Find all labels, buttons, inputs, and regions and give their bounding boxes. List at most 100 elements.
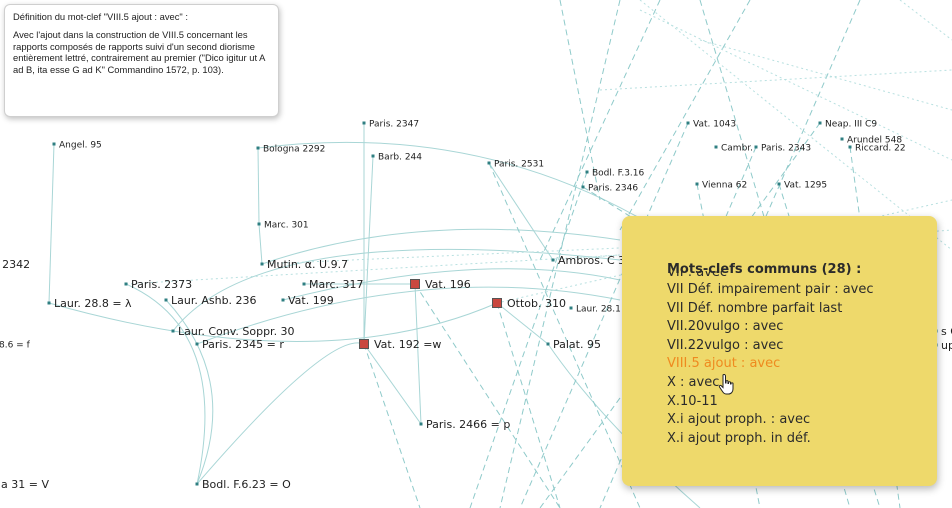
node-marker[interactable] (359, 339, 369, 349)
node-marker[interactable] (195, 342, 199, 346)
node-marker[interactable] (47, 301, 51, 305)
keyword-item[interactable]: VII.22vulgo : avec (667, 337, 784, 353)
graph-node[interactable]: Bodl. F.3.16 (585, 168, 645, 178)
keyword-item[interactable]: VII Déf. nombre parfait last (667, 300, 843, 316)
node-marker[interactable] (164, 298, 168, 302)
graph-node[interactable]: Ambros. C 3 (551, 254, 626, 267)
node-marker[interactable] (569, 306, 573, 310)
graph-node[interactable]: Angel. 95 (52, 140, 102, 150)
node-marker[interactable] (257, 222, 261, 226)
keyword-item[interactable]: VII.20vulgo : avec (667, 319, 784, 335)
keyword-item[interactable]: X : avec (667, 374, 720, 390)
graph-node[interactable]: Vat. 199 (281, 294, 334, 307)
graph-node[interactable]: Paris. 2466 = p (419, 418, 511, 431)
node-marker[interactable] (818, 121, 822, 125)
graph-edge (414, 283, 561, 508)
node-marker[interactable] (52, 142, 56, 146)
node-label: Vat. 192 =w (374, 338, 441, 351)
graph-node[interactable]: Bologna 2292 (256, 144, 326, 154)
graph-edge (899, 0, 952, 41)
graph-edge (699, 39, 952, 111)
graph-node[interactable]: Laur. 28.1 (569, 304, 621, 314)
graph-node[interactable]: s G (934, 325, 952, 338)
graph-node[interactable]: Mutin. α. U.9.7 (260, 258, 349, 271)
node-marker[interactable] (260, 262, 264, 266)
graph-node[interactable]: Neap. III C9 (818, 119, 878, 129)
graph-node[interactable]: Cambr. (714, 143, 754, 153)
node-marker[interactable] (256, 146, 260, 150)
keyword-item[interactable]: X.i ajout proph. in déf. (667, 430, 811, 446)
graph-edge (258, 223, 263, 265)
node-marker[interactable] (695, 182, 699, 186)
graph-node[interactable]: Vat. 192 =w (359, 338, 442, 351)
keyword-item[interactable]: VII Déf. impairement pair : avec (667, 282, 874, 297)
node-marker[interactable] (686, 121, 690, 125)
graph-node[interactable]: Paris. 2342 (0, 258, 30, 271)
graph-node[interactable]: Paris. 2345 = r (195, 338, 285, 351)
node-label: Arundel 548 (847, 135, 902, 145)
graph-edge (172, 248, 621, 332)
graph-node[interactable]: up (934, 339, 952, 352)
node-marker[interactable] (302, 282, 306, 286)
graph-edge (196, 286, 621, 345)
graph-node[interactable]: Barb. 244 (371, 152, 423, 162)
node-marker[interactable] (362, 121, 366, 125)
node-label: Bodl. F.6.23 = O (202, 478, 291, 491)
node-label: Laur. 28.8 = λ (54, 297, 132, 310)
graph-edge (363, 155, 374, 345)
graph-node[interactable]: Laur. Ashb. 236 (164, 294, 257, 307)
node-marker[interactable] (410, 279, 420, 289)
node-label: Barb. 244 (378, 152, 422, 162)
node-marker[interactable] (371, 154, 375, 158)
graph-node[interactable]: Palat. 95 (546, 338, 601, 351)
graph-edge (257, 141, 661, 231)
keyword-item[interactable]: X.10-11 (667, 393, 718, 409)
node-marker[interactable] (195, 482, 199, 486)
node-marker[interactable] (777, 182, 781, 186)
graph-node[interactable]: Laur. 28.8 = λ (47, 297, 133, 310)
graph-node[interactable]: Paris. 2531 (487, 159, 545, 169)
node-marker[interactable] (281, 298, 285, 302)
node-marker[interactable] (419, 422, 423, 426)
node-label: Angel. 95 (59, 140, 102, 150)
graph-node[interactable]: Paris. 2373 (124, 278, 193, 291)
node-marker[interactable] (551, 258, 555, 262)
graph-node[interactable]: Paris. 2347 (362, 119, 420, 129)
node-marker[interactable] (848, 145, 852, 149)
keyword-item[interactable]: VIII.5 ajout : avec (667, 356, 781, 372)
graph-node[interactable]: Bodl. F.6.23 = O (195, 478, 292, 491)
node-marker[interactable] (487, 161, 491, 165)
graph-node[interactable]: Paris. 2343 (754, 143, 812, 153)
node-marker[interactable] (492, 298, 502, 308)
keyword-item[interactable]: X.i ajout proph. : avec (667, 412, 811, 428)
node-marker[interactable] (585, 170, 589, 174)
graph-node[interactable]: Marc. 301 (257, 220, 309, 230)
node-label: Vat. 199 (288, 294, 334, 307)
graph-node[interactable]: Vat. 1295 (777, 180, 828, 190)
node-marker[interactable] (714, 145, 718, 149)
graph-node[interactable]: a 31 = V (0, 478, 49, 491)
graph-node[interactable]: Riccard. 22 (848, 143, 906, 153)
graph-node[interactable]: Marc. 317 (302, 278, 364, 291)
graph-node[interactable]: Laur. Conv. Soppr. 30 (171, 325, 295, 338)
node-label: Paris. 2373 (131, 278, 192, 291)
node-marker[interactable] (581, 185, 585, 189)
node-marker[interactable] (171, 329, 175, 333)
node-marker[interactable] (754, 145, 758, 149)
graph-edge (547, 343, 701, 508)
graph-node[interactable]: Arundel 548 (840, 135, 903, 145)
node-marker[interactable] (546, 342, 550, 346)
graph-edge (363, 343, 421, 508)
node-marker[interactable] (840, 137, 844, 141)
node-label: a 31 = V (1, 478, 49, 491)
graph-node[interactable]: Vat. 196 (410, 278, 471, 291)
node-marker[interactable] (124, 282, 128, 286)
graph-edge (488, 162, 641, 508)
common-keywords-tooltip: Mots-clefs communs (28) : VII : avec VII … (622, 216, 937, 486)
graph-node[interactable]: Ottob. 310 (492, 297, 567, 310)
keyword-item[interactable]: VII : avec (667, 271, 728, 280)
graph-node[interactable]: 8.6 = f (0, 340, 31, 350)
graph-node[interactable]: Vat. 1043 (686, 119, 737, 129)
graph-node[interactable]: Paris. 2346 (581, 183, 639, 193)
graph-node[interactable]: Vienna 62 (695, 180, 748, 190)
